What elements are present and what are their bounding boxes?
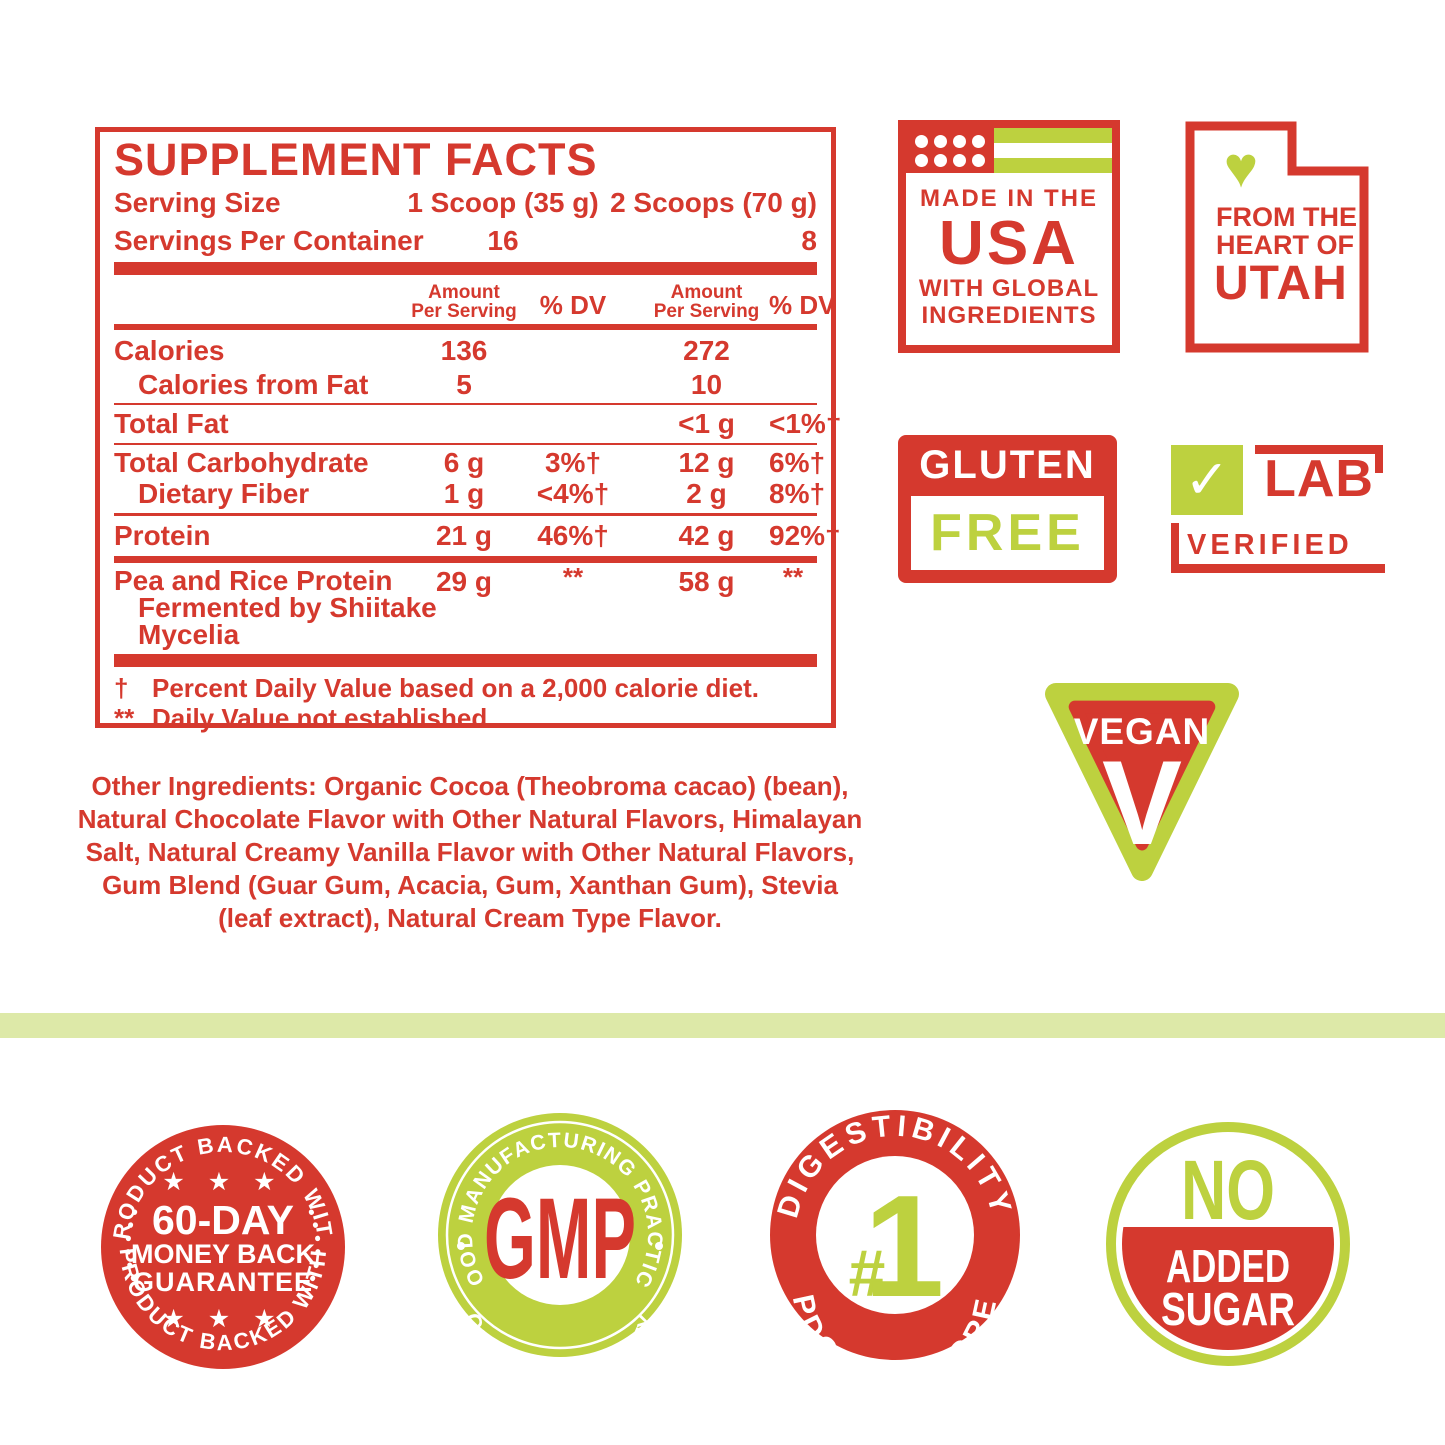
serving-size-label: Serving Size — [114, 187, 281, 218]
usa-line3: WITH GLOBAL — [918, 275, 1100, 302]
gluten-label: GLUTEN — [919, 443, 1096, 487]
frame-bottom-bar — [1171, 564, 1385, 573]
no-label: NO — [1181, 1143, 1275, 1237]
column-header-row: Amount Per Serving % DV Amount Per Servi… — [114, 275, 835, 322]
servings-value-1: 16 — [487, 225, 519, 256]
heart-of-utah-badge: ♥ FROM THE HEART OF UTAH — [1185, 121, 1369, 353]
gmp-center: GMP — [484, 1174, 636, 1302]
footnote-not-established: ** Daily Value not established. — [114, 703, 495, 733]
inner-ring — [445, 1120, 675, 1350]
flag-stars — [906, 128, 994, 173]
divider-thin — [114, 403, 817, 405]
made-in-usa-badge: MADE IN THE USA WITH GLOBAL INGREDIENTS — [898, 120, 1120, 353]
vegan-badge: VEGAN V — [1045, 683, 1239, 881]
number-one: 1 — [864, 1165, 945, 1327]
utah-line2: HEART OF — [1216, 230, 1354, 260]
stars-top: ★ ★ ★ — [162, 1168, 283, 1196]
vegan-inner-triangle — [1068, 700, 1216, 851]
panel-title: SUPPLEMENT FACTS — [114, 134, 598, 185]
free-label: FREE — [930, 504, 1085, 562]
usa-line1: MADE IN THE — [920, 185, 1098, 212]
lab-label: LAB — [1264, 450, 1374, 508]
usa-flag-icon — [906, 128, 1112, 173]
gluten-free-badge: GLUTEN FREE — [898, 435, 1117, 583]
utah-line3: UTAH — [1214, 257, 1348, 310]
badge-disc — [101, 1125, 345, 1369]
usa-line2: USA — [939, 209, 1079, 278]
serving-size-scoop1: 1 Scoop (35 g) — [407, 187, 599, 218]
heart-icon: ♥ — [1224, 135, 1258, 200]
table-row-total-fat: Total Fat <1 g <1%† — [114, 408, 842, 439]
table-row-pea-rice-protein: Pea and Rice Protein Fermented by Shiita… — [114, 562, 804, 650]
vegan-v: V — [1102, 736, 1182, 870]
serving-size-row: Serving Size 1 Scoop (35 g) 2 Scoops (70… — [114, 184, 817, 222]
table-row-total-carbohydrate: Total Carbohydrate 6 g 3%† 12 g 6%† — [114, 447, 826, 478]
divider-thick — [114, 262, 817, 275]
other-ingredients-text: Organic Cocoa (Theobroma cacao) (bean), … — [77, 771, 863, 933]
verified-label: VERIFIED — [1187, 529, 1353, 561]
divider-thick — [114, 556, 817, 563]
guarantee-line1: 60-DAY — [152, 1197, 294, 1243]
servings-value-2: 8 — [801, 225, 817, 256]
lab-verified-badge: ✓ LAB VERIFIED — [1171, 445, 1391, 573]
frame-right-tick — [1375, 445, 1383, 473]
guarantee-line3: GUARANTEE — [133, 1267, 313, 1297]
amount-per-serving-header-1: Amount Per Serving — [411, 282, 517, 322]
number-one-hash: # — [849, 1236, 886, 1310]
servings-label: Servings Per Container — [114, 225, 424, 256]
supplement-facts-panel: SUPPLEMENT FACTS Serving Size 1 Scoop (3… — [95, 127, 842, 733]
servings-per-container-row: Servings Per Container 16 8 — [114, 222, 817, 260]
money-back-guarantee-badge: PRODUCT BACKED WITH PRODUCT BACKED WITH … — [98, 1122, 345, 1369]
divider-thin — [114, 513, 817, 516]
vegan-word: VEGAN — [1074, 711, 1211, 752]
center-disc — [816, 1156, 974, 1314]
pdcaas-badge: DIGESTIBILITY PDCAAS SCORE # 1 — [770, 1110, 1020, 1360]
other-ingredients-label: Other Ingredients: — [91, 771, 317, 801]
guarantee-line2: MONEY BACK — [131, 1239, 316, 1269]
added-label: ADDED — [1166, 1240, 1290, 1292]
frame-left-bar — [1171, 523, 1179, 573]
gmp-badge: GOOD MANUFACTURING PRACTICE CONSISTENT Q… — [435, 1110, 682, 1360]
sugar-label: SUGAR — [1161, 1283, 1295, 1335]
footnote-daily-value: † Percent Daily Value based on a 2,000 c… — [114, 673, 759, 703]
usa-line4: INGREDIENTS — [921, 302, 1097, 329]
divider-medium — [114, 324, 817, 330]
table-row-protein: Protein 21 g 46%† 42 g 92%† — [114, 520, 841, 551]
table-row-calories: Calories 136 272 — [114, 335, 730, 366]
utah-line1: FROM THE — [1216, 202, 1357, 232]
divider-thick — [114, 654, 817, 667]
divider-thin — [114, 443, 817, 445]
table-row-dietary-fiber: Dietary Fiber 1 g <4%† 2 g 8%† — [138, 478, 826, 509]
dv-header-1: % DV — [539, 290, 607, 320]
flag-stripes — [994, 128, 1112, 173]
checkmark-icon: ✓ — [1171, 445, 1243, 515]
amount-per-serving-header-2: Amount Per Serving — [653, 282, 760, 322]
separator-dot-left — [457, 1242, 465, 1250]
dv-header-2: % DV — [769, 290, 836, 320]
table-row-calories-from-fat: Calories from Fat 5 10 — [138, 369, 723, 400]
other-ingredients: Other Ingredients: Organic Cocoa (Theobr… — [75, 770, 865, 935]
separator-dot-right — [655, 1242, 663, 1250]
stars-bottom: ★ ★ ★ — [162, 1305, 283, 1333]
serving-size-scoop2: 2 Scoops (70 g) — [610, 187, 817, 218]
no-added-sugar-badge: NO ADDED SUGAR — [1106, 1122, 1350, 1366]
divider-band — [0, 1013, 1445, 1038]
frame-top-bar — [1255, 445, 1383, 454]
utah-state-outline — [1185, 121, 1369, 353]
center-disc — [490, 1165, 630, 1305]
